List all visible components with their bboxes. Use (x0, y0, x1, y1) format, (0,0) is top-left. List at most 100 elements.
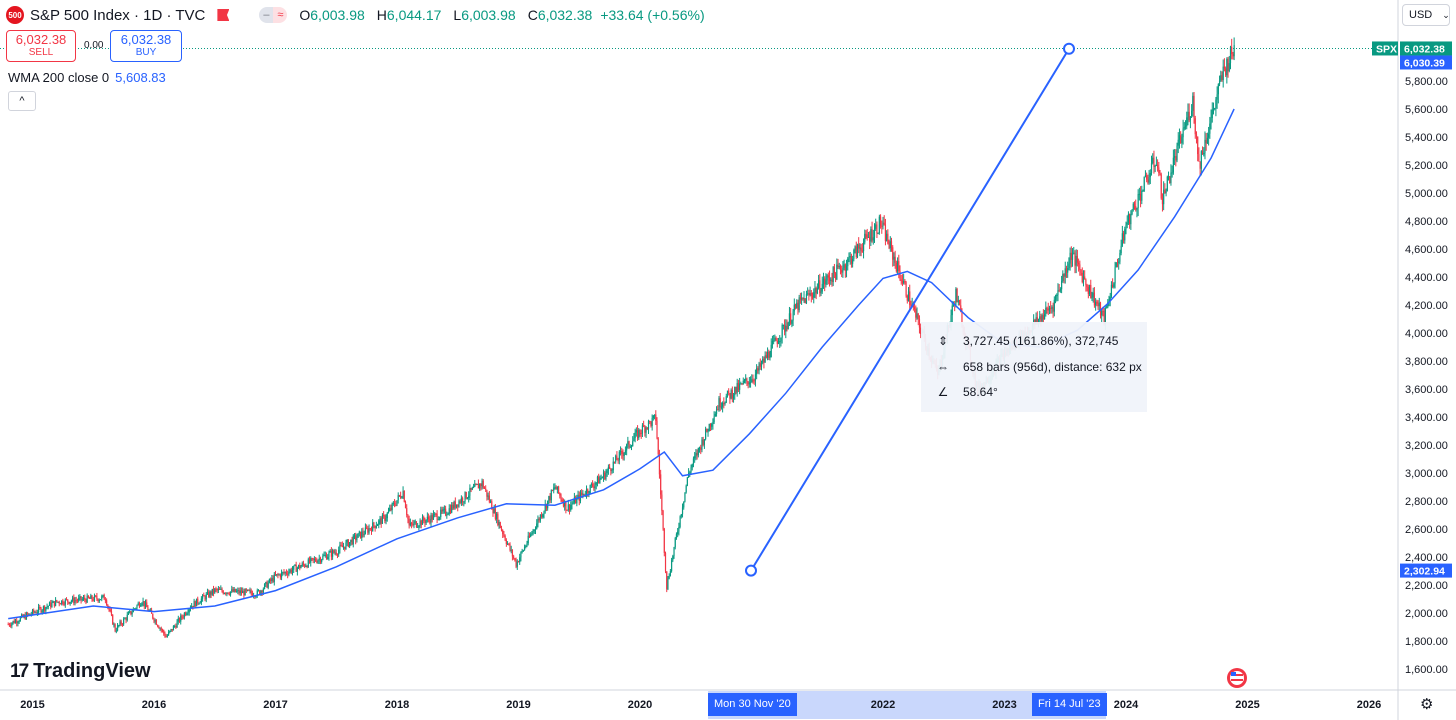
candle-body (1061, 280, 1063, 290)
candle-body (952, 304, 955, 306)
candle-body (384, 515, 386, 522)
us-flag-icon[interactable] (1227, 668, 1247, 688)
candle-body (175, 626, 177, 628)
sell-button[interactable]: 6,032.38 SELL (6, 30, 76, 62)
candle-body (349, 542, 351, 547)
candle-body (657, 438, 659, 455)
candle-body (575, 497, 577, 504)
compare-pill[interactable]: – ≈ (259, 7, 288, 23)
candle-body (1050, 307, 1052, 309)
candle-body (636, 430, 639, 439)
candle-body (1124, 229, 1126, 241)
candle-body (161, 629, 164, 631)
candle-body (1225, 68, 1227, 76)
candle-body (160, 628, 162, 630)
candle-body (854, 246, 856, 251)
candle-body (808, 293, 810, 295)
candle-body (1147, 179, 1149, 183)
price-axis[interactable]: 1,600.00 1,800.00 2,000.00 2,200.00 2,400.00… (1405, 76, 1448, 676)
candle-body (1088, 285, 1091, 294)
candle-body (901, 280, 904, 284)
candle-body (191, 605, 193, 608)
candle-body (827, 275, 829, 278)
candle-body (739, 383, 741, 390)
candle-body (499, 522, 501, 528)
candle-body (1214, 108, 1216, 110)
x-tick-label: 2026 (1357, 699, 1381, 711)
candle-body (362, 531, 364, 535)
candle-body (323, 555, 325, 557)
candle-body (82, 597, 85, 600)
wave-icon[interactable]: ≈ (273, 7, 288, 23)
candle-body (658, 454, 661, 475)
candle-body (610, 468, 612, 472)
eye-icon[interactable]: – (259, 7, 274, 23)
candle-body (839, 266, 842, 270)
candle-body (115, 630, 117, 632)
candle-body (514, 558, 516, 561)
y-tick-label: 4,400.00 (1405, 272, 1448, 284)
spread-value: 0.00 (84, 40, 104, 51)
candle-body (98, 599, 100, 602)
candle-body (102, 594, 104, 597)
time-axis[interactable]: 2015 2016 2017 2018 2019 2020 2022 2023 2024 2025… (20, 699, 1381, 711)
candle-body (1144, 175, 1147, 177)
candle-body (137, 603, 139, 606)
candle-body (564, 501, 566, 507)
candle-body (950, 315, 952, 325)
currency-selector[interactable]: USD ⌄ (1402, 4, 1450, 26)
candle-body (372, 522, 374, 532)
tradingview-logo[interactable]: 17 TradingView (10, 660, 151, 683)
candle-body (517, 561, 520, 563)
candle-body (165, 636, 167, 638)
candle-body (1216, 94, 1218, 100)
y-tick-label: 5,200.00 (1405, 160, 1448, 172)
candle-body (1141, 190, 1143, 201)
measure-angle-row: ∠ 58.64° (935, 385, 998, 399)
candle-body (475, 484, 477, 486)
candle-body (318, 558, 320, 561)
candle-body (216, 589, 218, 591)
candle-body (410, 522, 413, 524)
settings-icon[interactable]: ⚙ (1420, 696, 1434, 713)
candle-body (553, 487, 555, 491)
candle-body (7, 624, 9, 626)
candle-body (397, 495, 399, 501)
candle-body (393, 502, 396, 505)
candle-body (118, 625, 120, 627)
candle-body (537, 518, 539, 524)
candle-body (1172, 157, 1174, 173)
candle-body (1098, 302, 1100, 307)
collapse-legend-button[interactable]: ^ (8, 91, 36, 111)
candle-body (325, 554, 328, 560)
candle-body (690, 467, 692, 473)
wma-legend[interactable]: WMA 200 close 0 5,608.83 (8, 70, 166, 85)
candle-body (1084, 276, 1086, 280)
candle-body (1131, 209, 1133, 215)
candle-body (1163, 189, 1165, 205)
candle-body (513, 556, 515, 559)
candle-body (153, 618, 155, 622)
candle-body (646, 427, 648, 429)
flag-icon[interactable] (217, 9, 230, 21)
candle-body (454, 501, 456, 508)
candle-body (595, 482, 597, 485)
candle-body (896, 261, 899, 272)
wma-label: WMA 200 close 0 (8, 70, 110, 85)
symbol-title[interactable]: S&P 500 Index · 1D · TVC (30, 6, 206, 24)
candle-body (884, 224, 887, 242)
candle-body (1181, 137, 1183, 144)
candle-body (345, 542, 347, 550)
candle-body (53, 601, 55, 606)
candle-body (403, 490, 405, 502)
symbol-legend[interactable]: 500 S&P 500 Index · 1D · TVC – ≈ O 6,003.… (6, 6, 705, 24)
candle-body (1227, 59, 1229, 71)
candle-body (317, 560, 319, 563)
candle-body (694, 456, 696, 459)
y-tick-label: 3,400.00 (1405, 412, 1448, 424)
candle-body (296, 567, 298, 572)
buy-button[interactable]: 6,032.38 BUY (110, 30, 182, 62)
candle-body (97, 598, 99, 602)
candle-body (819, 280, 821, 294)
